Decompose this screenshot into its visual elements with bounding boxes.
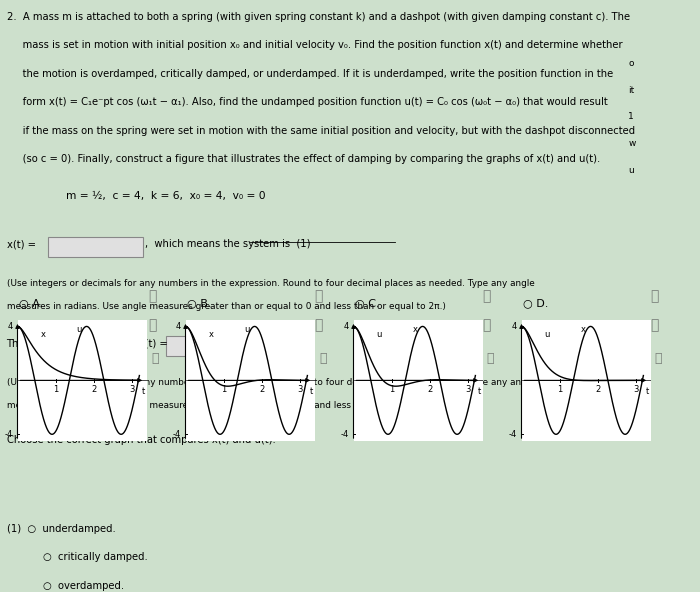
FancyBboxPatch shape	[48, 237, 143, 257]
Text: .: .	[263, 339, 267, 349]
Text: 3: 3	[633, 385, 638, 394]
Text: 1: 1	[221, 385, 226, 394]
Text: form x(t) = C₁e⁻pt cos (ω₁t − α₁). Also, find the undamped position function u(t: form x(t) = C₁e⁻pt cos (ω₁t − α₁). Also,…	[6, 97, 608, 107]
Text: -4: -4	[509, 430, 517, 439]
Text: The undamped position is u(t) =: The undamped position is u(t) =	[6, 339, 172, 349]
Text: un: un	[629, 349, 640, 358]
Text: mass is set in motion with initial position x₀ and initial velocity v₀. Find the: mass is set in motion with initial posit…	[6, 40, 622, 50]
Text: ⌕: ⌕	[314, 289, 323, 303]
Text: t: t	[309, 387, 313, 396]
Text: 3: 3	[297, 385, 302, 394]
Text: ⧉: ⧉	[152, 352, 159, 365]
Text: 3: 3	[465, 385, 470, 394]
Text: ⌕: ⌕	[482, 289, 491, 303]
Text: u: u	[629, 166, 634, 175]
Text: 4: 4	[344, 322, 349, 331]
Text: 2: 2	[427, 385, 433, 394]
Text: u: u	[377, 330, 382, 339]
Text: ○  overdamped.: ○ overdamped.	[43, 581, 124, 591]
Text: ⌕: ⌕	[148, 289, 157, 303]
Text: 2: 2	[595, 385, 601, 394]
Text: (1)  ○  underdamped.: (1) ○ underdamped.	[6, 524, 116, 534]
Text: ⌕: ⌕	[482, 318, 491, 333]
Text: t: t	[645, 387, 649, 396]
Text: ,  which means the system is  (1): , which means the system is (1)	[145, 239, 310, 249]
Text: w: w	[629, 139, 636, 148]
Text: measures in radians. Use angle measures greater than or equal to 0 and less than: measures in radians. Use angle measures …	[6, 302, 445, 311]
Text: ⧉: ⧉	[654, 352, 661, 365]
Text: ○ C.: ○ C.	[355, 298, 379, 308]
Text: t: t	[141, 387, 145, 396]
Text: 2: 2	[259, 385, 265, 394]
Text: 2.  A mass m is attached to both a spring (with given spring constant k) and a d: 2. A mass m is attached to both a spring…	[6, 12, 630, 22]
Text: (Use integers or decimals for any numbers in the expression. Round to four decim: (Use integers or decimals for any number…	[6, 378, 534, 387]
Text: if the mass on the spring were set in motion with the same initial position and : if the mass on the spring were set in mo…	[6, 126, 635, 136]
Text: measures in radians. Use angle measures greater than or equal to 0 and less than: measures in radians. Use angle measures …	[6, 401, 445, 410]
Text: t: t	[477, 387, 481, 396]
Text: Choose the correct graph that compares x(t) and u(t).: Choose the correct graph that compares x…	[6, 435, 275, 445]
Text: 1: 1	[557, 385, 562, 394]
Text: 1: 1	[629, 112, 634, 121]
Text: -4: -4	[173, 430, 181, 439]
Text: ⧉: ⧉	[486, 352, 493, 365]
Text: 1: 1	[53, 385, 58, 394]
Text: 3: 3	[129, 385, 134, 394]
Text: ○ D.: ○ D.	[523, 298, 548, 308]
Text: ⌕: ⌕	[148, 318, 157, 333]
Text: 4: 4	[8, 322, 13, 331]
Text: the motion is overdamped, critically damped, or underdamped. If it is underdampe: the motion is overdamped, critically dam…	[6, 69, 612, 79]
Text: m = ½,  c = 4,  k = 6,  x₀ = 4,  v₀ = 0: m = ½, c = 4, k = 6, x₀ = 4, v₀ = 0	[66, 191, 265, 201]
Text: ⌕: ⌕	[314, 318, 323, 333]
Text: o: o	[629, 59, 634, 68]
Text: u: u	[545, 330, 550, 339]
Text: 4: 4	[512, 322, 517, 331]
Text: -4: -4	[341, 430, 349, 439]
Text: (Use integers or decimals for any numbers in the expression. Round to four decim: (Use integers or decimals for any number…	[6, 279, 534, 288]
Text: 1: 1	[389, 385, 394, 394]
Text: x(t) =: x(t) =	[6, 239, 38, 249]
Text: ⧉: ⧉	[320, 352, 327, 365]
Text: -4: -4	[5, 430, 13, 439]
Text: ○ B.: ○ B.	[187, 298, 211, 308]
Text: u: u	[244, 325, 250, 334]
Text: it: it	[629, 86, 635, 95]
Text: ⌕: ⌕	[650, 318, 659, 333]
Text: be: be	[629, 323, 640, 332]
Text: u: u	[76, 325, 82, 334]
FancyBboxPatch shape	[167, 336, 261, 356]
Text: x: x	[580, 325, 585, 334]
Text: 4: 4	[176, 322, 181, 331]
Text: x: x	[209, 330, 214, 339]
Text: 2: 2	[91, 385, 97, 394]
Text: x: x	[412, 325, 417, 334]
Text: ○ A.: ○ A.	[19, 298, 43, 308]
Text: x: x	[41, 330, 46, 339]
Text: (so c = 0). Finally, construct a figure that illustrates the effect of damping b: (so c = 0). Finally, construct a figure …	[6, 154, 600, 164]
Text: ○  critically damped.: ○ critically damped.	[43, 552, 148, 562]
Text: ⌕: ⌕	[650, 289, 659, 303]
